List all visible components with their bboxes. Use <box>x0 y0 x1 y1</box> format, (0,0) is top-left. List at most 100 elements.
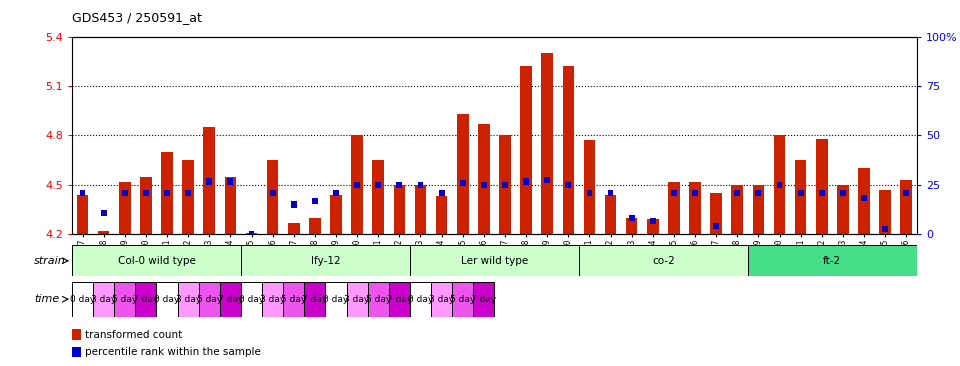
Text: 7 day: 7 day <box>302 295 327 304</box>
Bar <box>732 185 743 234</box>
Bar <box>523 178 529 185</box>
Bar <box>98 231 109 234</box>
Bar <box>777 182 782 188</box>
Bar <box>283 282 304 317</box>
Text: 5 day: 5 day <box>112 295 137 304</box>
Bar <box>626 218 637 234</box>
Bar <box>753 185 764 234</box>
Bar <box>713 223 719 229</box>
Bar <box>72 329 81 340</box>
Bar <box>900 180 912 234</box>
Bar <box>858 168 870 234</box>
Bar <box>249 231 254 238</box>
Bar <box>93 282 114 317</box>
Bar <box>199 282 220 317</box>
Text: time: time <box>34 294 60 304</box>
Bar <box>101 210 107 216</box>
Bar <box>541 53 553 234</box>
Bar <box>375 182 381 188</box>
Text: 3 day: 3 day <box>260 295 285 304</box>
Bar <box>410 245 579 276</box>
Bar <box>882 226 888 232</box>
Text: 3 day: 3 day <box>429 295 454 304</box>
Text: 3 day: 3 day <box>345 295 370 304</box>
Text: Ler wild type: Ler wild type <box>461 256 528 266</box>
Bar <box>351 135 363 234</box>
Bar <box>77 195 88 234</box>
Bar <box>389 282 410 317</box>
Text: 0 day: 0 day <box>408 295 433 304</box>
Bar <box>204 127 215 234</box>
Bar <box>903 190 909 196</box>
Bar <box>816 139 828 234</box>
Bar <box>671 190 677 196</box>
Bar <box>837 185 849 234</box>
Text: 7 day: 7 day <box>218 295 243 304</box>
Bar <box>499 135 511 234</box>
Bar <box>410 282 431 317</box>
Text: 0 day: 0 day <box>239 295 264 304</box>
Bar <box>668 182 680 234</box>
Text: 7 day: 7 day <box>133 295 158 304</box>
Text: 3 day: 3 day <box>91 295 116 304</box>
Bar <box>368 282 389 317</box>
Text: lfy-12: lfy-12 <box>311 256 340 266</box>
Bar <box>220 282 241 317</box>
Bar <box>156 282 178 317</box>
Bar <box>119 182 131 234</box>
Bar <box>436 197 447 234</box>
Bar <box>72 347 81 357</box>
Text: Col-0 wild type: Col-0 wild type <box>117 256 196 266</box>
Bar <box>333 190 339 196</box>
Bar <box>478 124 490 234</box>
Bar <box>840 190 846 196</box>
Bar <box>819 190 825 196</box>
Bar <box>225 177 236 234</box>
Bar <box>372 160 384 234</box>
Bar <box>520 66 532 234</box>
Bar <box>312 198 318 205</box>
Bar <box>135 282 156 317</box>
Bar <box>122 190 128 196</box>
Text: 5 day: 5 day <box>366 295 391 304</box>
Bar <box>80 190 85 196</box>
Bar <box>325 282 347 317</box>
Bar <box>206 178 212 185</box>
Bar <box>650 218 656 224</box>
Bar <box>734 190 740 196</box>
Text: ft-2: ft-2 <box>824 256 841 266</box>
Bar <box>291 201 297 208</box>
Bar <box>185 190 191 196</box>
Bar <box>72 245 241 276</box>
Bar <box>241 245 410 276</box>
Text: 5 day: 5 day <box>450 295 475 304</box>
Bar <box>267 160 278 234</box>
Bar <box>140 177 152 234</box>
Bar <box>354 182 360 188</box>
Bar <box>304 282 325 317</box>
Bar <box>710 193 722 234</box>
Bar <box>481 182 487 188</box>
Bar <box>270 190 276 196</box>
Bar <box>587 190 592 196</box>
Bar <box>861 195 867 201</box>
Bar <box>798 190 804 196</box>
Bar <box>431 282 452 317</box>
Bar <box>579 245 748 276</box>
Bar <box>161 152 173 234</box>
Bar <box>330 195 342 234</box>
Text: 7 day: 7 day <box>387 295 412 304</box>
Bar <box>689 182 701 234</box>
Text: 3 day: 3 day <box>176 295 201 304</box>
Bar <box>143 190 149 196</box>
Bar <box>439 190 444 196</box>
Bar <box>563 66 574 234</box>
Bar <box>544 177 550 183</box>
Text: 5 day: 5 day <box>281 295 306 304</box>
Bar <box>774 135 785 234</box>
Text: 0 day: 0 day <box>324 295 348 304</box>
Bar <box>246 233 257 234</box>
Bar <box>309 218 321 234</box>
Bar <box>72 282 93 317</box>
Bar <box>415 185 426 234</box>
